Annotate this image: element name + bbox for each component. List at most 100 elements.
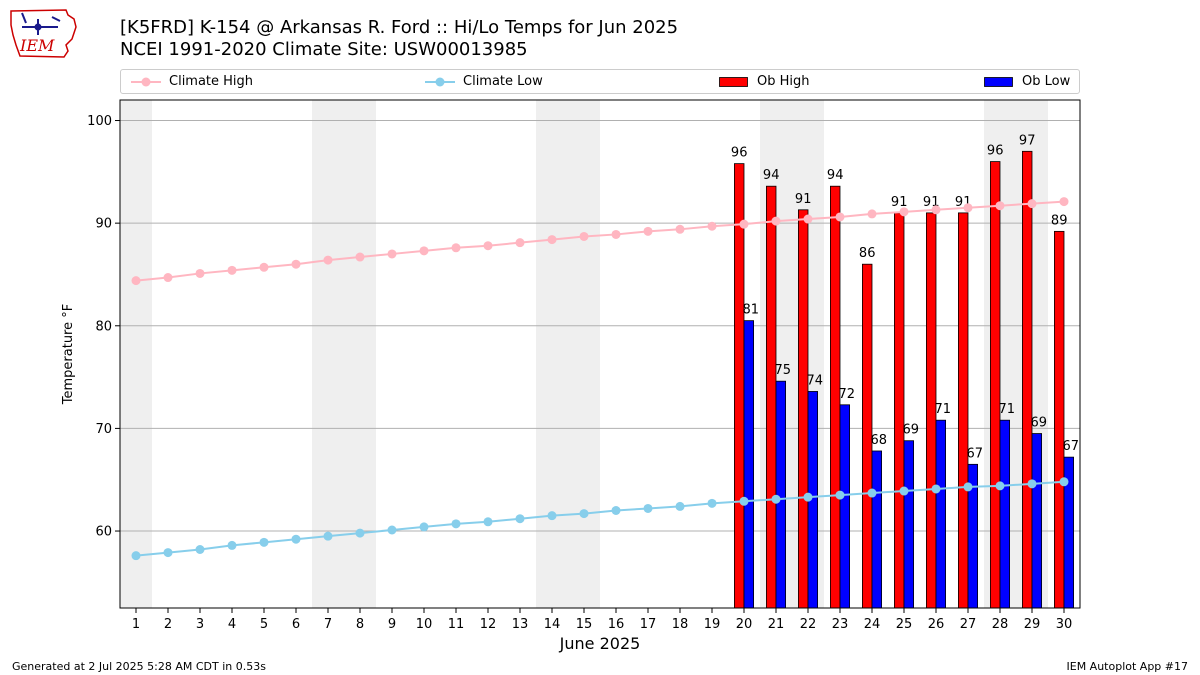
chart-subtitle: NCEI 1991-2020 Climate Site: USW00013985 [120, 39, 528, 60]
ob-high-bar [1022, 150, 1033, 609]
x-tick-label: 9 [388, 617, 396, 632]
x-tick-label: 7 [324, 617, 332, 632]
climate-high-point [995, 201, 1005, 211]
climate-low-point [707, 498, 717, 508]
ob-low-value-label: 69 [1031, 416, 1048, 431]
y-axis-label: Temperature °F [61, 304, 76, 405]
x-tick-label: 6 [292, 617, 300, 632]
y-tick-label: 70 [95, 422, 112, 437]
climate-high-point [483, 241, 493, 251]
climate-high-point [931, 205, 941, 215]
climate-high-point [131, 276, 141, 286]
x-tick-label: 11 [448, 617, 465, 632]
climate-low-point [835, 490, 845, 500]
iem-logo: IEM [10, 9, 77, 58]
x-tick-label: 4 [228, 617, 236, 632]
x-tick-label: 22 [800, 617, 817, 632]
climate-high-point [1059, 197, 1069, 207]
climate-high-point [611, 229, 621, 239]
ob-low-bar [1031, 433, 1043, 609]
climate-low-point [899, 486, 909, 496]
x-tick-label: 13 [512, 617, 529, 632]
x-tick-label: 1 [132, 617, 140, 632]
weekend-shade-band [120, 100, 152, 608]
x-tick-label: 26 [928, 617, 945, 632]
ob-low-value-label: 67 [967, 446, 984, 461]
x-tick-label: 25 [896, 617, 913, 632]
ob-high-bar [990, 161, 1001, 609]
climate-low-point [547, 511, 557, 521]
x-tick-label: 28 [992, 617, 1009, 632]
legend-item-ob-low: Ob Low [984, 70, 1070, 93]
climate-high-point [259, 262, 269, 272]
climate-high-point [771, 216, 781, 226]
climate-low-point [483, 517, 493, 527]
climate-high-point [643, 226, 653, 236]
ob-high-value-label: 96 [731, 146, 748, 161]
climate-low-point [611, 506, 621, 516]
x-tick-label: 24 [864, 617, 881, 632]
climate-high-point [1027, 199, 1037, 209]
ob-low-bar [999, 419, 1011, 609]
climate-low-point [675, 501, 685, 511]
x-tick-label: 29 [1024, 617, 1041, 632]
climate-high-point [579, 231, 589, 241]
legend-swatch-climate-high [131, 77, 161, 86]
climate-low-point [291, 534, 301, 544]
ob-high-bar [734, 163, 745, 609]
app-credit: IEM Autoplot App #17 [1066, 660, 1189, 673]
climate-low-point [419, 522, 429, 532]
ob-low-bar [775, 380, 787, 609]
climate-high-point [451, 243, 461, 253]
climate-low-point [995, 481, 1005, 491]
climate-high-point [355, 252, 365, 262]
ob-low-bar [935, 419, 947, 609]
ob-low-value-label: 67 [1063, 439, 1080, 454]
chart-legend: Climate High Climate Low Ob High Ob Low [120, 69, 1080, 94]
x-tick-label: 18 [672, 617, 689, 632]
climate-low-point [867, 488, 877, 498]
climate-high-point [739, 219, 749, 229]
x-tick-label: 10 [416, 617, 433, 632]
y-tick-label: 100 [87, 114, 112, 129]
x-tick-label: 30 [1056, 617, 1073, 632]
legend-swatch-ob-low [984, 76, 1013, 87]
x-tick-label: 14 [544, 617, 561, 632]
climate-high-point [515, 238, 525, 248]
legend-item-climate-low: Climate Low [425, 70, 543, 93]
climate-high-point [803, 214, 813, 224]
climate-high-line [135, 200, 1065, 282]
weekend-shade-band [536, 100, 600, 608]
climate-low-point [963, 482, 973, 492]
climate-high-point [227, 265, 237, 275]
ob-high-value-label: 89 [1051, 213, 1068, 228]
climate-low-point [739, 496, 749, 506]
weekend-shade-band [312, 100, 376, 608]
climate-high-point [963, 203, 973, 213]
x-tick-label: 20 [736, 617, 753, 632]
plot-frame [119, 99, 1081, 609]
ob-high-value-label: 86 [859, 246, 876, 261]
climate-low-point [771, 494, 781, 504]
legend-item-ob-high: Ob High [719, 70, 810, 93]
x-tick-label: 3 [196, 617, 204, 632]
x-axis-label: June 2025 [559, 634, 641, 653]
ob-low-value-label: 81 [743, 303, 760, 318]
ob-low-value-label: 71 [935, 402, 952, 417]
x-tick-label: 16 [608, 617, 625, 632]
ob-high-value-label: 91 [891, 195, 908, 210]
x-tick-label: 15 [576, 617, 593, 632]
x-tick-label: 17 [640, 617, 657, 632]
x-tick-label: 23 [832, 617, 849, 632]
ob-high-value-label: 97 [1019, 133, 1036, 148]
ob-high-bar [958, 212, 969, 609]
climate-low-point [1027, 479, 1037, 489]
climate-low-point [803, 492, 813, 502]
ob-low-bar [839, 404, 851, 609]
legend-label-climate-low: Climate Low [463, 74, 543, 89]
legend-item-climate-high: Climate High [131, 70, 253, 93]
x-tick-label: 21 [768, 617, 785, 632]
climate-low-point [355, 528, 365, 538]
x-tick-label: 27 [960, 617, 977, 632]
